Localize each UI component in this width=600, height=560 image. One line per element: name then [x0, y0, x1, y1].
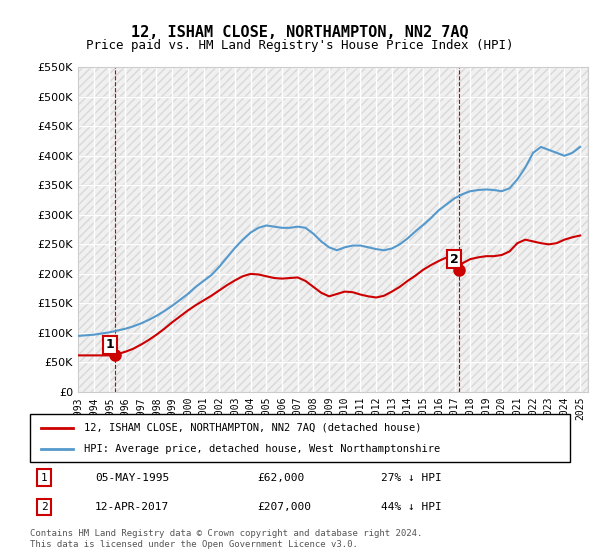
- Text: 2: 2: [41, 502, 47, 512]
- Text: 12-APR-2017: 12-APR-2017: [95, 502, 169, 512]
- Text: 1: 1: [106, 338, 115, 351]
- Text: HPI: Average price, detached house, West Northamptonshire: HPI: Average price, detached house, West…: [84, 444, 440, 454]
- Text: 12, ISHAM CLOSE, NORTHAMPTON, NN2 7AQ: 12, ISHAM CLOSE, NORTHAMPTON, NN2 7AQ: [131, 25, 469, 40]
- Text: 1: 1: [41, 473, 47, 483]
- FancyBboxPatch shape: [30, 414, 570, 462]
- Text: 44% ↓ HPI: 44% ↓ HPI: [381, 502, 442, 512]
- Text: 2: 2: [450, 253, 458, 265]
- Text: Price paid vs. HM Land Registry's House Price Index (HPI): Price paid vs. HM Land Registry's House …: [86, 39, 514, 52]
- Text: 12, ISHAM CLOSE, NORTHAMPTON, NN2 7AQ (detached house): 12, ISHAM CLOSE, NORTHAMPTON, NN2 7AQ (d…: [84, 423, 421, 433]
- Text: 05-MAY-1995: 05-MAY-1995: [95, 473, 169, 483]
- Text: 27% ↓ HPI: 27% ↓ HPI: [381, 473, 442, 483]
- Text: £207,000: £207,000: [257, 502, 311, 512]
- Text: Contains HM Land Registry data © Crown copyright and database right 2024.
This d: Contains HM Land Registry data © Crown c…: [30, 529, 422, 549]
- Text: £62,000: £62,000: [257, 473, 304, 483]
